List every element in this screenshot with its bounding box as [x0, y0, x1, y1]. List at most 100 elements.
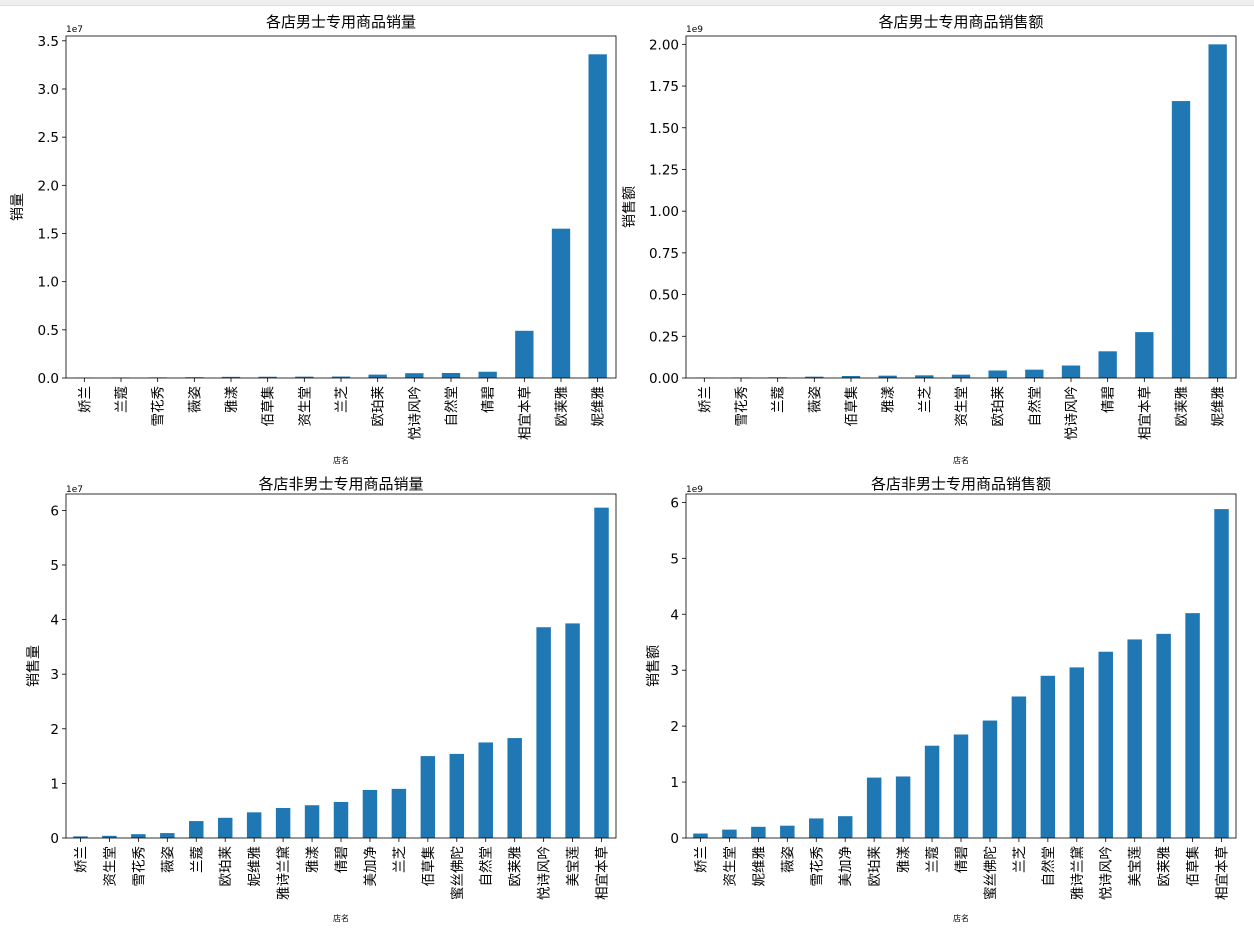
bar-雪花秀 [809, 818, 824, 838]
x-tick-label: 欧珀莱 [218, 846, 234, 887]
bar-自然堂 [478, 742, 493, 838]
plot-frame [685, 493, 1237, 839]
bar-资生堂 [295, 376, 314, 378]
x-tick-label: 雅漾 [223, 386, 240, 413]
y-axis-offset-text: 1e9 [686, 25, 703, 35]
x-axis-label: 店名 [953, 455, 969, 465]
bar-佰草集 [420, 756, 436, 838]
bar-欧莱雅 [551, 228, 571, 378]
bar-悦诗风吟 [1098, 651, 1113, 838]
y-tick-label: 2.0 [38, 178, 59, 194]
y-tick-label: 4 [670, 607, 679, 623]
x-tick-label: 薇姿 [780, 846, 796, 873]
bar-蜜丝佛陀 [982, 720, 998, 838]
bar-雅漾 [221, 376, 241, 378]
y-tick-label: 3.0 [38, 82, 59, 98]
bar-美宝莲 [1127, 639, 1142, 838]
x-tick-label: 欧莱雅 [554, 386, 570, 427]
bar-倩碧 [953, 734, 969, 838]
bar-薇姿 [805, 376, 824, 378]
bar-兰芝 [915, 375, 934, 378]
x-tick-label: 悦诗风吟 [1064, 386, 1080, 440]
x-tick-label: 妮维雅 [1211, 386, 1227, 427]
y-axis-offset-text: 1e7 [66, 485, 83, 495]
x-tick-label: 娇兰 [73, 846, 89, 873]
bar-欧珀莱 [368, 374, 387, 378]
y-tick-label: 4 [50, 613, 59, 629]
x-tick-label: 资生堂 [722, 846, 738, 887]
y-tick-label: 2 [50, 722, 59, 738]
x-tick-label: 欧珀莱 [371, 386, 387, 427]
plot-frame [65, 493, 617, 839]
y-tick-label: 3.5 [38, 34, 59, 50]
bar-欧珀莱 [217, 817, 233, 838]
bar-妮维雅 [751, 826, 766, 838]
x-tick-label: 资生堂 [102, 846, 118, 887]
x-tick-label: 蜜丝佛陀 [983, 846, 999, 900]
y-tick-label: 5 [670, 551, 679, 567]
bar-自然堂 [441, 372, 461, 378]
bar-雅漾 [895, 776, 911, 838]
y-tick-label: 1.00 [649, 204, 679, 220]
bar-自然堂 [1040, 675, 1056, 838]
x-tick-label: 倩碧 [954, 846, 970, 873]
chart-panel-1: 各店男士专用商品销量1e70.00.51.01.52.02.53.03.5娇兰兰… [10, 13, 617, 465]
x-tick-label: 妮维雅 [591, 386, 607, 427]
bar-欧珀莱 [866, 777, 882, 838]
y-tick-label: 1.50 [649, 121, 679, 137]
bar-相宜本草 [1214, 509, 1229, 838]
y-tick-label: 0.5 [38, 323, 59, 339]
x-tick-label: 兰芝 [334, 386, 350, 413]
bar-佰草集 [258, 376, 277, 378]
x-tick-label: 佰草集 [261, 386, 277, 427]
x-tick-label: 薇姿 [187, 386, 203, 413]
x-axis-label: 店名 [953, 913, 969, 923]
x-tick-label: 倩碧 [1101, 386, 1117, 413]
bar-雅诗兰黛 [1069, 667, 1085, 838]
x-tick-label: 佰草集 [844, 386, 860, 427]
x-tick-label: 资生堂 [297, 386, 313, 427]
y-tick-label: 0.50 [649, 288, 679, 304]
bar-相宜本草 [515, 330, 534, 378]
x-tick-label: 悦诗风吟 [537, 846, 553, 900]
x-tick-label: 欧莱雅 [1157, 846, 1173, 887]
bar-兰芝 [1011, 696, 1027, 838]
y-tick-label: 0.25 [649, 329, 679, 345]
bar-雪花秀 [131, 834, 146, 838]
x-tick-label: 美宝莲 [1128, 846, 1144, 887]
x-tick-label: 资生堂 [954, 386, 970, 427]
y-tick-label: 1 [50, 776, 59, 792]
y-tick-label: 0 [670, 831, 679, 847]
y-axis-offset-text: 1e7 [66, 25, 83, 35]
bar-娇兰 [73, 836, 88, 838]
x-tick-label: 雪花秀 [734, 386, 750, 427]
bar-兰芝 [331, 376, 351, 378]
y-tick-label: 2.00 [649, 37, 679, 53]
chart-title: 各店非男士专用商品销量 [258, 475, 423, 493]
bar-娇兰 [693, 833, 708, 838]
bar-美加净 [837, 816, 853, 838]
x-tick-label: 蜜丝佛陀 [450, 846, 466, 900]
bar-倩碧 [333, 801, 349, 838]
bar-自然堂 [1025, 369, 1044, 378]
bar-兰芝 [391, 788, 407, 838]
bar-薇姿 [160, 833, 175, 838]
bar-资生堂 [951, 374, 971, 378]
x-tick-label: 自然堂 [443, 386, 460, 427]
bar-薇姿 [780, 825, 795, 838]
x-tick-label: 相宜本草 [1137, 386, 1153, 440]
bar-相宜本草 [594, 507, 609, 838]
chart-panel-4: 各店非男士专用商品销售额 1e9 0 1 2 3 4 5 6 娇兰 资生堂 妮维雅 薇姿 雪花秀 美加净 欧珀… [646, 475, 1237, 923]
bar-资生堂 [102, 835, 117, 838]
x-tick-label: 兰蔻 [771, 386, 787, 413]
x-tick-label: 妮维雅 [247, 846, 263, 887]
x-tick-label: 雪花秀 [809, 846, 825, 887]
x-tick-label: 兰芝 [1012, 846, 1028, 874]
x-tick-label: 兰芝 [917, 386, 933, 413]
bar-兰蔻 [189, 821, 204, 838]
bar-欧莱雅 [1156, 633, 1171, 838]
chart-title: 各店非男士专用商品销售额 [871, 475, 1051, 493]
bar-雅漾 [304, 805, 320, 838]
y-axis-label: 销售量 [26, 645, 42, 687]
